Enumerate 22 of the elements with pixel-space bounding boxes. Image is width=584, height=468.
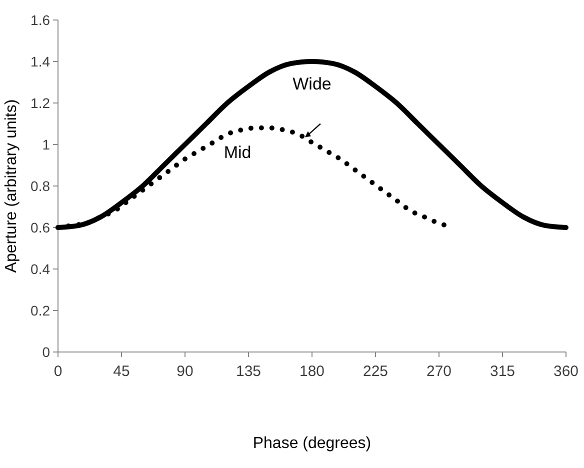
x-tick-label: 225 [362,363,388,380]
x-tick-label: 315 [490,363,516,380]
y-tick-label: 0.8 [30,178,50,194]
y-tick-label: 1.2 [30,94,50,111]
x-tick-label: 90 [176,363,194,380]
x-tick-label: 360 [553,363,579,380]
x-tick-label: 180 [299,363,325,380]
y-tick-label: 0.2 [30,302,50,318]
x-axis-title: Phase (degrees) [252,435,372,452]
y-tick-label: 0.6 [30,219,50,236]
x-tick-label: 45 [113,363,130,380]
x-tick-label: 270 [426,363,452,380]
y-tick-label: 0.4 [30,260,50,277]
y-tick-label: 1 [42,136,50,152]
y-axis-title: Aperture (arbitrary units) [3,99,20,273]
x-tick-label: 0 [54,363,62,380]
series-label: Wide [292,74,332,94]
y-tick-label: 1.4 [30,53,50,70]
x-tick-label: 135 [236,363,262,380]
y-tick-label: 0 [42,344,50,360]
series-label: Mid [224,142,252,162]
y-tick-label: 1.6 [30,12,50,28]
